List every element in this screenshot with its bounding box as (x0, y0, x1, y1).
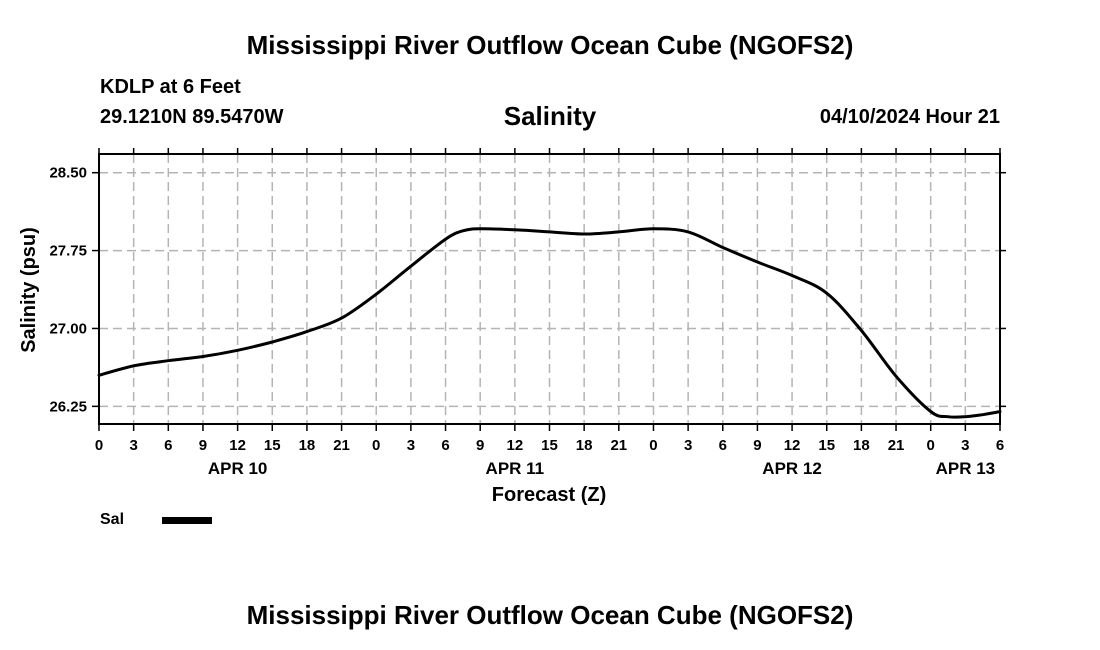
x-tick-label: 18 (576, 437, 593, 454)
x-tick-label: 3 (961, 437, 969, 454)
x-tick-label: 15 (264, 437, 281, 454)
x-tick-label: 21 (333, 437, 350, 454)
x-tick-label: 12 (784, 437, 801, 454)
x-tick-label: 0 (649, 437, 657, 454)
axis-tick-labels: 0 3 6 9 12 15 18 21 0 3 6 9 12 15 18 21 0 3 6 9 12 15 18 21 0 3 6A… (49, 165, 1004, 478)
x-date-label: APR 11 (486, 459, 545, 478)
x-tick-label: 6 (719, 437, 727, 454)
x-tick-label: 6 (996, 437, 1004, 454)
x-tick-label: 3 (407, 437, 415, 454)
grid-lines (99, 154, 1000, 424)
x-tick-label: 3 (684, 437, 692, 454)
x-tick-label: 0 (372, 437, 380, 454)
x-tick-label: 3 (129, 437, 137, 454)
x-tick-label: 6 (441, 437, 449, 454)
series-line-sal (97, 227, 1002, 419)
x-tick-label: 18 (299, 437, 316, 454)
axis-ticks (92, 148, 1006, 431)
x-tick-label: 15 (541, 437, 558, 454)
station-coordinates: 29.1210N 89.5470W (100, 106, 284, 128)
station-label: KDLP at 6 Feet (100, 76, 241, 98)
x-date-label: APR 13 (936, 459, 996, 478)
x-tick-label: 18 (853, 437, 870, 454)
x-tick-label: 21 (888, 437, 905, 454)
x-tick-label: 0 (927, 437, 935, 454)
y-tick-label: 27.00 (49, 320, 87, 337)
x-tick-label: 9 (476, 437, 484, 454)
x-tick-label: 0 (95, 437, 103, 454)
x-axis-title: Forecast (Z) (492, 484, 606, 506)
x-tick-label: 21 (610, 437, 627, 454)
x-tick-label: 15 (818, 437, 835, 454)
x-date-label: APR 10 (208, 459, 268, 478)
y-axis-title: Salinity (psu) (18, 227, 40, 353)
x-tick-label: 9 (199, 437, 207, 454)
y-tick-label: 27.75 (49, 243, 87, 260)
variable-title: Salinity (503, 101, 597, 131)
x-tick-label: 12 (507, 437, 524, 454)
forecast-datetime: 04/10/2024 Hour 21 (819, 106, 1000, 128)
y-tick-label: 26.25 (49, 398, 87, 415)
main-title: Mississippi River Outflow Ocean Cube (NG… (246, 30, 854, 60)
x-tick-label: 6 (164, 437, 172, 454)
x-tick-label: 12 (229, 437, 246, 454)
footer-title: Mississippi River Outflow Ocean Cube (NG… (246, 600, 854, 630)
legend-line-swatch (162, 517, 212, 524)
legend-label: Sal (100, 511, 125, 528)
y-tick-label: 28.50 (49, 165, 87, 182)
x-date-label: APR 12 (762, 459, 822, 478)
x-tick-label: 9 (753, 437, 761, 454)
